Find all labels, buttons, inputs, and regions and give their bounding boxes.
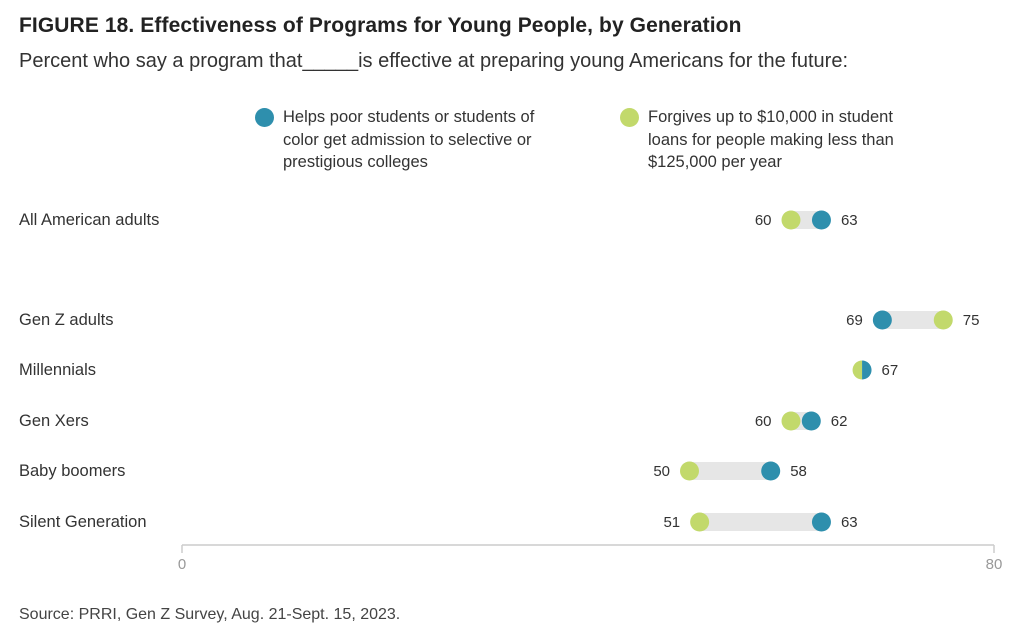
data-point-green bbox=[680, 461, 699, 481]
data-point-blue bbox=[811, 512, 831, 532]
data-label: 60 bbox=[755, 212, 772, 229]
x-tick-label: 80 bbox=[986, 556, 1003, 573]
data-label: 58 bbox=[790, 463, 807, 480]
data-point-blue bbox=[872, 310, 892, 330]
category-label: Gen Xers bbox=[19, 412, 89, 430]
legend-item-green: Forgives up to $10,000 in student loans … bbox=[620, 106, 894, 174]
legend-label-green: Forgives up to $10,000 in student loans … bbox=[648, 108, 894, 171]
x-tick-label: 0 bbox=[178, 556, 186, 573]
data-label: 62 bbox=[831, 413, 848, 430]
legend-item-blue: Helps poor students or students of color… bbox=[255, 106, 534, 174]
data-label: 69 bbox=[846, 312, 863, 329]
data-label: 75 bbox=[963, 312, 980, 329]
data-point-blue bbox=[862, 360, 872, 380]
connector-bar bbox=[699, 513, 822, 531]
category-label: Millennials bbox=[19, 361, 96, 379]
category-label: Silent Generation bbox=[19, 513, 147, 531]
legend-label-blue: Helps poor students or students of color… bbox=[283, 108, 535, 171]
connector-bar bbox=[882, 311, 944, 329]
category-label: Gen Z adults bbox=[19, 311, 113, 329]
data-label: 67 bbox=[882, 362, 899, 379]
chart-subtitle: Percent who say a program that_____is ef… bbox=[19, 50, 848, 72]
legend-swatch-green bbox=[620, 108, 639, 127]
data-point-blue bbox=[811, 210, 831, 230]
data-label: 63 bbox=[841, 212, 858, 229]
data-point-green bbox=[690, 512, 710, 532]
source-note: Source: PRRI, Gen Z Survey, Aug. 21-Sept… bbox=[19, 606, 401, 623]
data-point-blue bbox=[761, 461, 781, 481]
data-label: 63 bbox=[841, 514, 858, 531]
data-point-green bbox=[852, 360, 863, 380]
data-point-blue bbox=[801, 411, 821, 431]
connector-bar bbox=[689, 462, 771, 480]
data-point-green bbox=[781, 210, 801, 230]
data-label: 60 bbox=[755, 413, 772, 430]
legend-swatch-blue bbox=[255, 108, 274, 127]
data-label: 50 bbox=[653, 463, 670, 480]
category-label: All American adults bbox=[19, 211, 159, 229]
data-point-green bbox=[781, 411, 801, 431]
chart-title: FIGURE 18. Effectiveness of Programs for… bbox=[19, 14, 742, 37]
data-point-green bbox=[933, 310, 953, 330]
category-label: Baby boomers bbox=[19, 462, 125, 480]
data-label: 51 bbox=[663, 514, 680, 531]
